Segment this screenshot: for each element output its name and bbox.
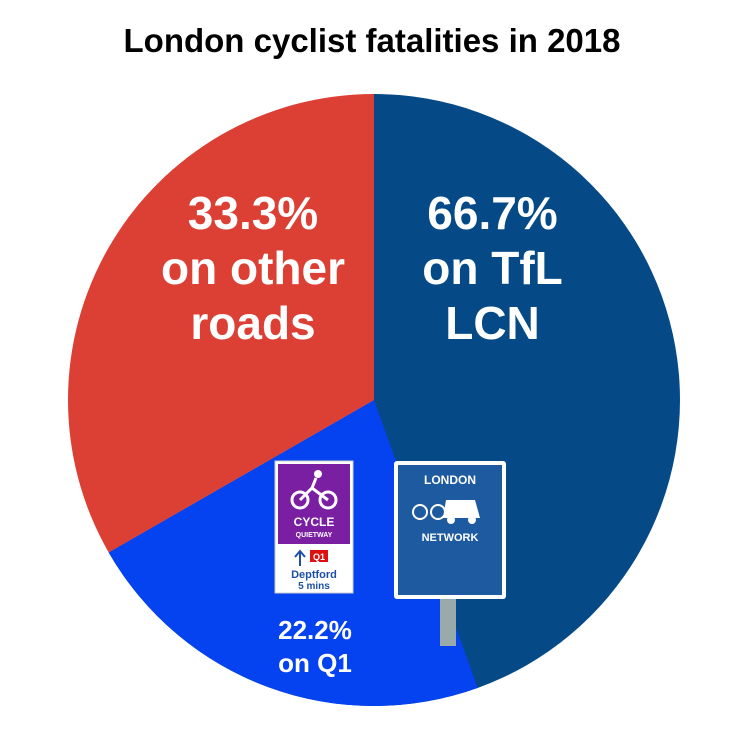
value-label: 22.2% — [278, 615, 352, 645]
slice-label: 66.7% on TfL LCN — [405, 186, 580, 352]
sign-text: Q1 — [313, 552, 325, 562]
sign-text: 5 mins — [298, 581, 330, 592]
sign-text: NETWORK — [422, 532, 479, 544]
pie-slice — [68, 94, 374, 553]
sign-text: Deptford — [291, 569, 337, 581]
slice-name: on other roads — [161, 242, 345, 350]
sign-text: QUIETWAY — [296, 532, 333, 539]
value-label: 33.3% — [187, 187, 319, 239]
slice-name: on Q1 — [278, 647, 352, 678]
sign-text: LONDON — [424, 473, 476, 487]
lcn-sign: LONDON NETWORK — [394, 461, 506, 646]
quietway-sign: CYCLE QUIETWAY Q1 Deptford 5 mins — [274, 460, 354, 594]
value-label: 66.7% — [427, 187, 558, 239]
slice-name: on TfL LCN — [422, 242, 563, 350]
pie — [68, 94, 680, 706]
sign-text: CYCLE — [294, 515, 335, 529]
slice-label: 33.3% on other roads — [143, 186, 363, 352]
slice-label: 22.2% on Q1 — [245, 614, 385, 679]
chart-title: London cyclist fatalities in 2018 — [123, 22, 621, 59]
